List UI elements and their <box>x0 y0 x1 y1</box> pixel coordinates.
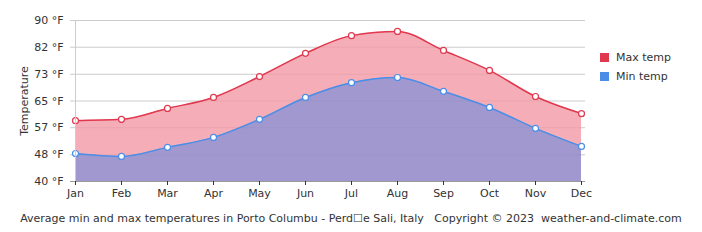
html-text:Min temp: Min temp <box>616 70 668 83</box>
svg-text:Mar: Mar <box>157 187 178 200</box>
svg-text:40 °F: 40 °F <box>34 175 63 188</box>
svg-text:90 °F: 90 °F <box>34 14 63 27</box>
svg-text:Temperature: Temperature <box>18 66 31 137</box>
svg-text:Sep: Sep <box>433 187 454 200</box>
svg-text:57 °F: 57 °F <box>34 121 63 134</box>
svg-text:48 °F: 48 °F <box>34 148 63 161</box>
svg-text:Aug: Aug <box>387 187 408 200</box>
svg-text:Feb: Feb <box>112 187 131 200</box>
svg-text:82 °F: 82 °F <box>34 41 63 54</box>
svg-text:Dec: Dec <box>571 187 592 200</box>
html-text:Max temp: Max temp <box>616 51 671 64</box>
svg-text:Jan: Jan <box>66 187 84 200</box>
svg-text:65 °F: 65 °F <box>34 95 63 108</box>
svg-text:Oct: Oct <box>480 187 500 200</box>
svg-text:May: May <box>248 187 271 200</box>
svg-text:Jul: Jul <box>344 187 358 200</box>
svg-text:Jun: Jun <box>296 187 314 200</box>
svg-text:Apr: Apr <box>204 187 224 200</box>
svg-text:73 °F: 73 °F <box>34 68 63 81</box>
html-text:Average min and max temperatur: Average min and max temperatures in Port… <box>20 212 682 225</box>
svg-text:Nov: Nov <box>525 187 547 200</box>
